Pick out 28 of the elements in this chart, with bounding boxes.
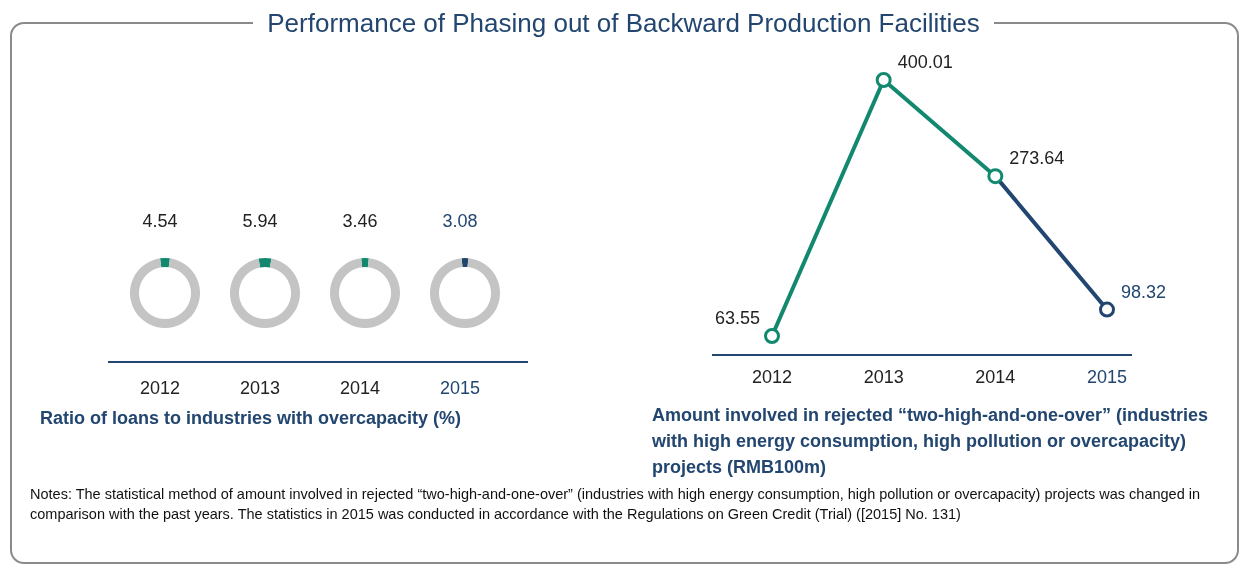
x-axis-title: Amount involved in rejected “two-high-and-one-over” (industries with high energy consumption, high pollution or overcapacity) projects (RMB100m) xyxy=(652,404,1210,479)
point xyxy=(764,328,780,344)
text: Ratio of loans to industries with overcapacity (%) xyxy=(40,408,462,429)
text: Performance of Phasing out of Backward Production Facilities xyxy=(253,8,994,38)
donut-slice xyxy=(130,258,200,328)
donut-slice xyxy=(330,258,400,328)
data-label: 273.64 xyxy=(1009,148,1065,169)
data-label: 3.08 xyxy=(441,211,479,232)
x-tick-label: 2013 xyxy=(863,367,904,387)
point xyxy=(875,72,892,88)
data-label: 400.01 xyxy=(897,52,953,72)
data-label: 63.55 xyxy=(714,308,760,328)
data-label: 5.94 xyxy=(241,211,279,232)
donut-slice xyxy=(430,258,500,328)
donut-slice xyxy=(461,258,469,268)
text: Notes: The statistical method of amount involved in rejected “two-high-and-one-over” (industries with high energy consumption, high pollution or overcapacity) projects was changed in comparison with the past years. The statistics in 2015 was conducted in accordance with the Regulations on Green Credit (Trial) ([2015] No. 131) xyxy=(30,485,1201,524)
point xyxy=(1099,301,1115,318)
data-label: 4.54 xyxy=(141,211,179,232)
x-tick-label: 2015 xyxy=(1086,367,1128,387)
x-tick-label: 2012 xyxy=(751,367,793,387)
x-tick-label: 2014 xyxy=(975,367,1016,387)
donut-slice xyxy=(361,258,369,268)
data-label: 98.32 xyxy=(1121,281,1167,302)
donut-slice xyxy=(258,258,272,268)
data-label: 3.46 xyxy=(341,211,379,232)
donut-slice xyxy=(230,258,300,328)
donut-slice xyxy=(160,258,170,268)
point xyxy=(987,168,1004,185)
